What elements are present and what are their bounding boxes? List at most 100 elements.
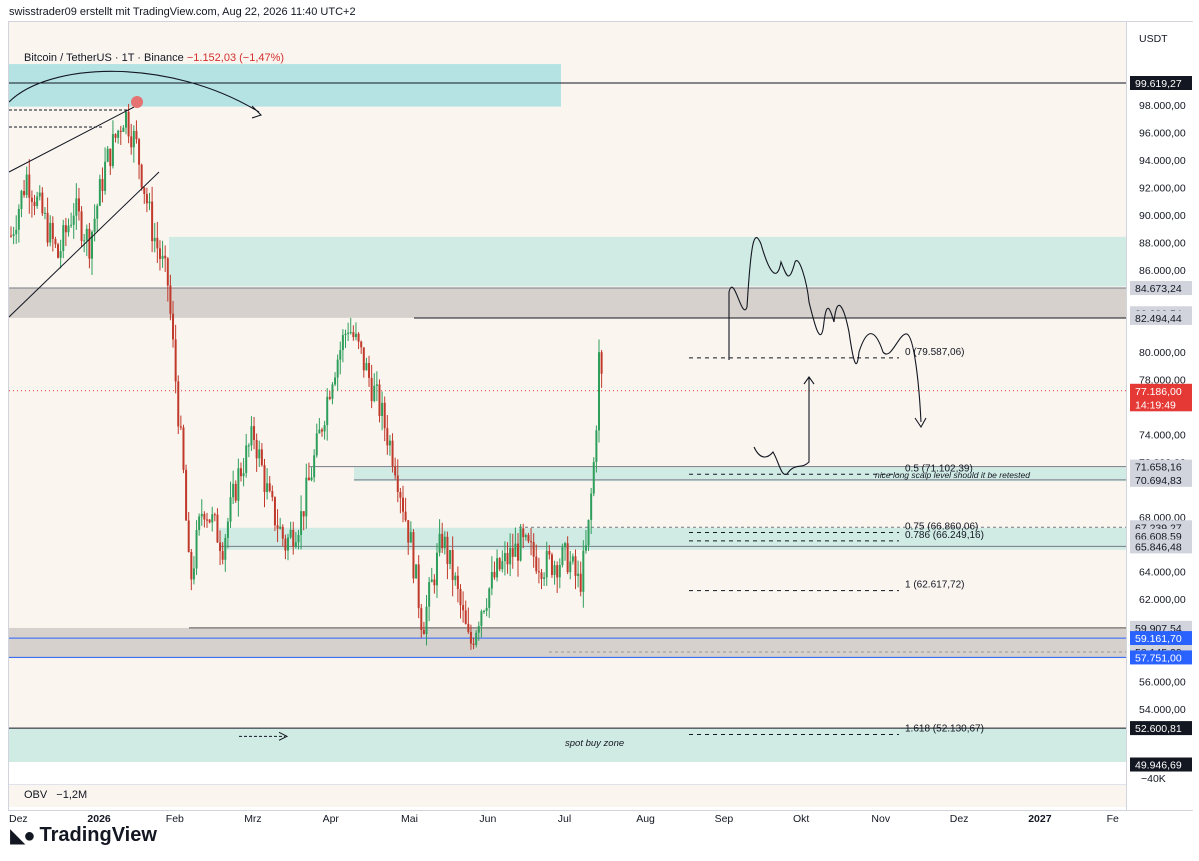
candle-87 xyxy=(237,468,240,501)
obv-pane[interactable] xyxy=(9,784,1126,807)
y-tick-5: 88.000,00 xyxy=(1139,237,1186,249)
candle-94 xyxy=(255,439,258,459)
candle-84 xyxy=(229,497,232,522)
candle-209 xyxy=(556,565,559,578)
chart-frame: 0 (79.587,06) 0.5 (71.102,39) 0.75 (66.860… xyxy=(8,21,1193,825)
candle-145 xyxy=(388,440,391,446)
candle-40 xyxy=(114,134,117,138)
candle-86 xyxy=(234,483,237,501)
candle-2 xyxy=(15,229,18,235)
obv-legend[interactable]: OBV −1,2M xyxy=(24,789,87,801)
y-tick-15: 54.000,00 xyxy=(1139,704,1186,716)
candle-38 xyxy=(109,148,112,167)
symbol-legend[interactable]: Bitcoin / TetherUS · 1T · Binance −1.152… xyxy=(24,52,284,64)
candle-105 xyxy=(284,538,287,551)
zone-6 xyxy=(9,728,1126,762)
candle-191 xyxy=(509,548,512,565)
candle-93 xyxy=(253,426,256,440)
candle-18 xyxy=(57,244,60,258)
price-label-box-5 xyxy=(1130,397,1192,412)
candle-91 xyxy=(247,445,250,447)
candle-196 xyxy=(522,528,525,538)
candle-80 xyxy=(219,542,222,552)
candle-125 xyxy=(336,359,339,378)
annotation-spot-buy-zone: spot buy zone xyxy=(565,738,624,749)
candle-197 xyxy=(524,535,527,538)
candle-211 xyxy=(561,547,564,565)
candle-20 xyxy=(62,225,65,252)
candle-49 xyxy=(138,139,141,165)
candle-97 xyxy=(263,465,266,493)
candle-129 xyxy=(347,332,350,334)
price-label-12: 59.161,70 xyxy=(1135,633,1182,645)
y-tick-14: 56.000,00 xyxy=(1139,676,1186,688)
candle-199 xyxy=(530,541,533,543)
candle-185 xyxy=(493,571,496,578)
price-label-0: 99.619,27 xyxy=(1135,78,1182,90)
candle-130 xyxy=(349,332,352,334)
candle-8 xyxy=(30,197,33,202)
candle-178 xyxy=(475,632,478,646)
top-marker xyxy=(131,96,143,108)
candle-188 xyxy=(501,561,504,570)
candle-141 xyxy=(378,384,381,416)
candle-212 xyxy=(564,543,567,548)
candle-82 xyxy=(224,537,227,560)
candle-150 xyxy=(402,497,404,512)
x-tick-3: Mrz xyxy=(244,813,262,825)
projection-drawing xyxy=(728,237,927,429)
candle-50 xyxy=(140,164,143,188)
candle-61 xyxy=(169,285,172,314)
price-pane[interactable]: 0 (79.587,06) 0.5 (71.102,39) 0.75 (66.860… xyxy=(9,22,1126,762)
candle-16 xyxy=(51,222,54,240)
zone-5 xyxy=(9,627,1126,659)
candle-69 xyxy=(190,551,193,580)
candle-43 xyxy=(122,127,125,132)
obv-label: OBV xyxy=(24,789,48,801)
candle-181 xyxy=(483,610,486,612)
candle-115 xyxy=(310,477,313,481)
candle-76 xyxy=(208,519,211,523)
y-tick-0: 98.000,00 xyxy=(1139,100,1186,112)
x-tick-1: 2026 xyxy=(87,813,111,825)
candle-154 xyxy=(412,532,415,579)
time-axis[interactable]: Dez 2026 Feb Mrz Apr Mai Jun Jul Aug Sep Okt Nov Dez… xyxy=(9,806,1126,830)
y-tick-9: 74.000,00 xyxy=(1139,429,1186,441)
obv-axis-label: −40K xyxy=(1141,773,1166,785)
tradingview-logo-text: TradingView xyxy=(39,824,157,846)
spot-arrow-head xyxy=(278,731,289,741)
candle-186 xyxy=(496,558,499,578)
candle-62 xyxy=(172,313,175,340)
candle-132 xyxy=(354,333,357,338)
candle-215 xyxy=(571,556,574,562)
candle-9 xyxy=(33,201,36,207)
candle-143 xyxy=(383,402,386,429)
candle-5 xyxy=(23,191,26,196)
candle-187 xyxy=(498,558,501,570)
candle-78 xyxy=(213,514,216,516)
x-tick-13: 2027 xyxy=(1028,813,1052,825)
candle-6 xyxy=(25,174,28,196)
candle-81 xyxy=(221,551,224,560)
candle-12 xyxy=(41,192,44,214)
x-tick-10: Okt xyxy=(793,813,809,825)
candle-136 xyxy=(365,363,368,371)
candle-193 xyxy=(514,543,517,557)
candle-89 xyxy=(242,473,245,477)
candle-11 xyxy=(38,192,41,197)
candle-17 xyxy=(54,239,57,245)
candle-164 xyxy=(438,533,441,553)
price-chart[interactable]: 0 (79.587,06) 0.5 (71.102,39) 0.75 (66.860… xyxy=(9,22,1126,762)
candle-4 xyxy=(20,191,23,209)
candle-99 xyxy=(268,483,271,492)
tradingview-logo[interactable]: ◣● TradingView xyxy=(10,823,157,848)
y-tick-4: 90.000,00 xyxy=(1139,210,1186,222)
candle-139 xyxy=(373,385,376,402)
price-axis[interactable]: 98.000,00 96.000,00 94.000,00 92.000,00 90.0… xyxy=(1126,22,1193,810)
x-tick-11: Nov xyxy=(871,813,890,825)
price-label-box-15 xyxy=(1130,721,1192,736)
candle-67 xyxy=(185,469,188,521)
candle-52 xyxy=(145,193,148,204)
candle-37 xyxy=(106,148,109,162)
candle-113 xyxy=(305,477,308,517)
